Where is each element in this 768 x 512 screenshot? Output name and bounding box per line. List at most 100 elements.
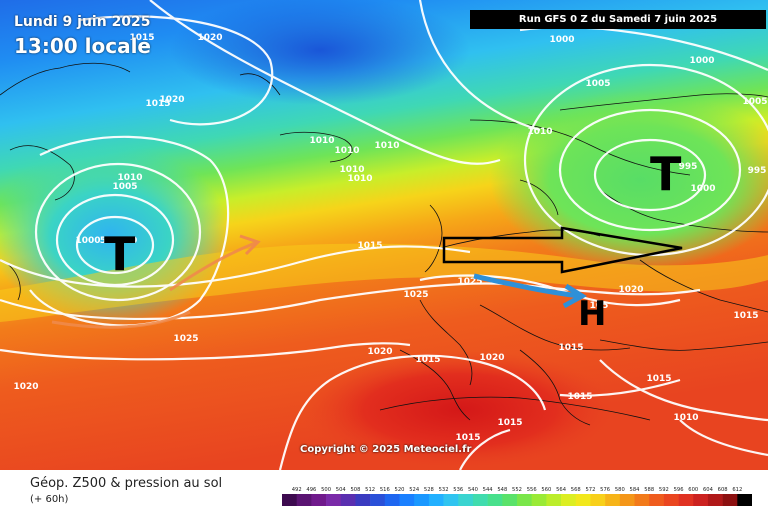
scale-tick-label: 572: [585, 487, 595, 493]
isobar-label: 1010: [347, 174, 372, 184]
scale-swatch: [355, 494, 371, 506]
scale-swatch: [428, 494, 444, 506]
isobar-label: 1015: [733, 311, 758, 321]
scale-swatch: [296, 494, 312, 506]
flow-arrow-west: [169, 241, 256, 292]
scale-tick-label: 564: [556, 487, 567, 493]
isobar-label: 1015: [455, 433, 480, 443]
scale-swatch: [678, 494, 694, 506]
flow-arrowhead: [239, 234, 261, 256]
scale-tick-label: 496: [306, 487, 316, 493]
scale-swatch: [590, 494, 606, 506]
isobar-label: 1025: [173, 334, 198, 344]
scale-swatch: [487, 494, 503, 506]
scale-tick-label: 596: [674, 487, 684, 493]
cold-pool-north: [170, 0, 470, 105]
scale-tick-label: 552: [512, 487, 522, 493]
scale-swatch: [443, 494, 459, 506]
isobar-label: 1010: [309, 136, 334, 146]
legend-title: Géop. Z500 & pression au sol: [30, 476, 223, 491]
scale-tick-label: 568: [571, 487, 581, 493]
scale-tick-label: 584: [630, 487, 641, 493]
low-pressure-west: T: [104, 227, 136, 281]
isobar-label: 1000: [75, 236, 100, 246]
isobar-label: 105: [590, 301, 609, 311]
isobar-label: 1020: [479, 353, 504, 363]
isobar-label: 1000: [549, 35, 574, 45]
scale-swatch: [561, 494, 577, 506]
isobar-label: 1005: [112, 182, 137, 192]
trend-arrow-outline: [442, 226, 683, 274]
scale-swatch: [502, 494, 518, 506]
isobar-label: 995: [679, 162, 698, 172]
isobar-label: 995: [748, 166, 767, 176]
isobar-label: 1020: [618, 285, 643, 295]
isobar-label: 90: [125, 236, 138, 246]
isobar-label: 1005: [742, 97, 767, 107]
scale-tick-label: 576: [600, 487, 610, 493]
scale-tick-label: 540: [468, 487, 478, 493]
scale-swatch: [384, 494, 400, 506]
scale-swatch: [575, 494, 591, 506]
scale-tick-label: 528: [424, 487, 434, 493]
isobar-label: 1010: [339, 165, 364, 175]
isobar-label: 1015: [567, 392, 592, 402]
scale-tick-label: 548: [497, 487, 507, 493]
scale-swatch: [737, 494, 752, 506]
scale-tick-label: 588: [644, 487, 654, 493]
scale-tick-label: 604: [703, 487, 714, 493]
scale-tick-label: 600: [688, 487, 698, 493]
isobar-label: 1020: [197, 33, 222, 43]
scale-swatch: [531, 494, 547, 506]
isobars: [0, 0, 768, 470]
scale-tick-label: 592: [659, 487, 669, 493]
isobar-label: 1020: [367, 347, 392, 357]
scale-swatch: [517, 494, 532, 506]
scale-swatch: [458, 494, 474, 506]
isobar-label: 1025: [457, 277, 482, 287]
scale-swatch: [722, 494, 738, 506]
scale-tick-label: 516: [380, 487, 390, 493]
isobar-label: 1015: [145, 99, 170, 109]
scale-swatch: [693, 494, 709, 506]
scale-tick-label: 556: [527, 487, 537, 493]
isobar-label: 1020: [13, 382, 38, 392]
isobar-label: 1010: [527, 127, 552, 137]
scale-tick-label: 560: [541, 487, 551, 493]
isobar-label: 5: [100, 236, 106, 246]
high-pressure-center: H: [578, 294, 606, 334]
isobar-label: 1010: [334, 146, 359, 156]
scale-swatch: [370, 494, 386, 506]
color-scale: 492 496 500 504 508 512 516 520 524 528 532 536 540 5…: [282, 487, 752, 506]
flow-arrow-southwest: [51, 310, 191, 329]
scale-tick-label: 544: [483, 487, 494, 493]
scale-tick-label: 520: [395, 487, 405, 493]
isobar-label: 1005: [585, 79, 610, 89]
ridge-south: [300, 350, 620, 470]
scale-swatch: [605, 494, 621, 506]
isobar-label: 1015: [558, 343, 583, 353]
legend-subtitle: (+ 60h): [30, 494, 69, 505]
scale-tick-label: 512: [365, 487, 375, 493]
isobar-label: 1020: [159, 95, 184, 105]
isobar-label: 1000: [689, 56, 714, 66]
scale-swatch: [634, 494, 650, 506]
isobar-label: 1000: [690, 184, 715, 194]
isobar-label: 1015: [646, 374, 671, 384]
coastlines: [0, 62, 768, 426]
isobar-label: 1015: [497, 418, 522, 428]
scale-swatch: [663, 494, 679, 506]
scale-tick-label: 504: [336, 487, 347, 493]
scale-swatch: [399, 494, 415, 506]
isobar-label: 1015: [415, 355, 440, 365]
scale-swatch: [326, 494, 342, 506]
forecast-date: Lundi 9 juin 2025: [14, 14, 151, 30]
flow-arrow-blue: [473, 273, 581, 299]
scale-swatch: [546, 494, 562, 506]
scale-swatch: [414, 494, 430, 506]
isobar-label: 1015: [129, 33, 154, 43]
isobar-label: 1015: [357, 241, 382, 251]
